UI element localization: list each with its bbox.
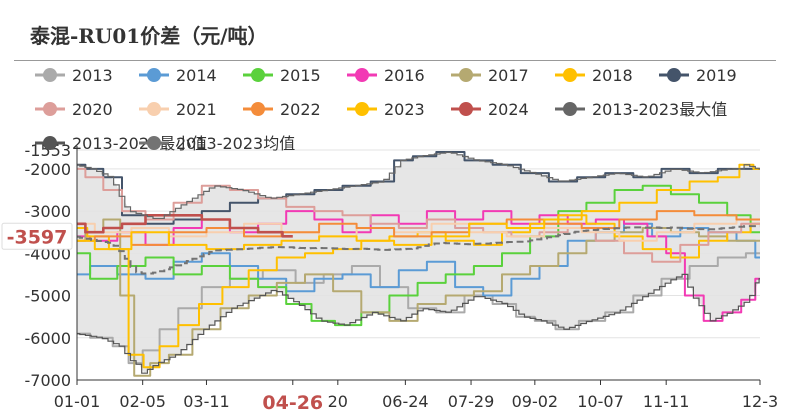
legend-swatch-dot	[147, 68, 161, 82]
series-line-2024	[77, 214, 293, 238]
legend-swatch-dot	[459, 102, 473, 116]
legend-item-2013: 2013	[35, 66, 113, 85]
x-tick-label: 12-3	[742, 392, 778, 411]
legend-item-2020: 2020	[35, 100, 113, 119]
legend-label: 2018	[592, 66, 633, 85]
series-line-mean	[77, 225, 760, 275]
legend-swatch-dot	[147, 136, 161, 150]
x-tick-label: 10-07	[577, 392, 624, 411]
legend: 2013 2014 2015 2016 2017 2018 2019 2020 2021 2022…	[35, 66, 737, 153]
legend-swatch-dot	[251, 68, 265, 82]
title-divider	[14, 60, 776, 61]
legend-item-2013-2023最大值: 2013-2023最大值	[555, 100, 727, 119]
y-tick-label: -7000	[25, 371, 72, 390]
x-tick-label: 06-24	[382, 392, 429, 411]
legend-item-2018: 2018	[555, 66, 633, 85]
legend-label: 2024	[488, 100, 529, 119]
x-tick-label: 02-05	[119, 392, 166, 411]
legend-label: 2016	[384, 66, 425, 85]
legend-swatch-dot	[355, 68, 369, 82]
series-layer	[77, 151, 760, 377]
legend-item-2022: 2022	[243, 100, 321, 119]
legend-swatch-dot	[147, 102, 161, 116]
x-tick-label: 07-29	[448, 392, 495, 411]
x-tick-label: 01-01	[54, 392, 101, 411]
legend-swatch-dot	[563, 68, 577, 82]
page-title: 泰混-RU01价差（元/吨）	[30, 24, 268, 48]
x-tick-label: 03-11	[183, 392, 230, 411]
y-tick-label: -6000	[25, 329, 72, 348]
legend-label: 2020	[72, 100, 113, 119]
legend-item-2016: 2016	[347, 66, 425, 85]
legend-swatch-dot	[43, 68, 57, 82]
legend-swatch-dot	[43, 136, 57, 150]
legend-label: 2013-2023最大值	[592, 100, 727, 119]
legend-item-2017: 2017	[451, 66, 529, 85]
legend-label: 2021	[176, 100, 217, 119]
legend-item-2013-2023均值: 2013-2023均值	[139, 134, 295, 153]
legend-label: 2022	[280, 100, 321, 119]
series-line-2015	[77, 184, 760, 327]
series-line-max	[77, 151, 760, 219]
legend-swatch-dot	[563, 102, 577, 116]
x-tick-label: 20	[328, 392, 348, 411]
y-tick-label: -3000	[25, 202, 72, 221]
legend-label: 2023	[384, 100, 425, 119]
legend-item-2014: 2014	[139, 66, 217, 85]
y-pointer-badge	[1, 222, 73, 250]
legend-label: 2015	[280, 66, 321, 85]
x-pointer-label: 04-26	[262, 392, 323, 414]
series-line-2019	[77, 151, 760, 225]
legend-swatch-dot	[355, 102, 369, 116]
legend-swatch-dot	[251, 102, 265, 116]
series-line-2022	[77, 210, 760, 246]
legend-item-2015: 2015	[243, 66, 321, 85]
series-line-2017	[77, 218, 760, 377]
legend-item-2023: 2023	[347, 100, 425, 119]
legend-item-2024: 2024	[451, 100, 529, 119]
series-line-min	[77, 273, 760, 374]
legend-label: 2017	[488, 66, 529, 85]
legend-label: 2013-2023均值	[176, 134, 295, 153]
max-min-band	[77, 152, 760, 374]
series-line-2021	[77, 218, 760, 242]
legend-item-2021: 2021	[139, 100, 217, 119]
legend-label: 2013	[72, 66, 113, 85]
range-band-layer	[77, 152, 760, 374]
legend-swatch-dot	[667, 68, 681, 82]
axis-layer: -1553-2000-3000-4000-5000-6000-700001-01…	[1, 141, 778, 414]
legend-label: 2014	[176, 66, 217, 85]
series-line-2018	[77, 214, 760, 369]
y-tick-label: -2000	[25, 160, 72, 179]
y-tick-label: -5000	[25, 287, 72, 306]
legend-swatch-dot	[459, 68, 473, 82]
series-line-2023	[77, 163, 760, 251]
y-tick-label: -1553	[25, 141, 72, 160]
legend-item-2019: 2019	[659, 66, 737, 85]
y-pointer-label: -3597	[7, 226, 68, 248]
x-tick-label: 11-11	[643, 392, 690, 411]
x-tick-label: 09-02	[512, 392, 559, 411]
legend-label: 2019	[696, 66, 737, 85]
series-line-2020	[77, 167, 760, 263]
legend-swatch-dot	[43, 102, 57, 116]
